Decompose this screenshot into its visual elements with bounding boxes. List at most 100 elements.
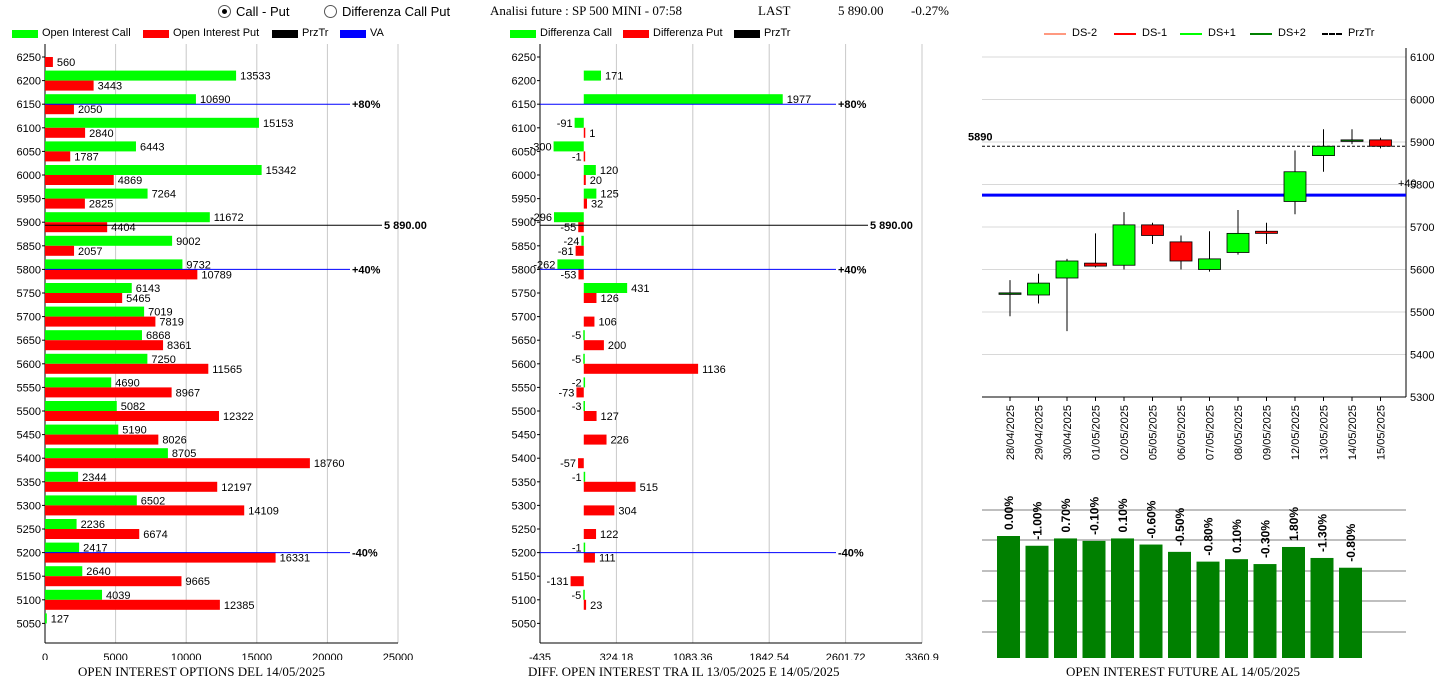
call-value-label: 2344 xyxy=(82,472,106,484)
legend-swatch xyxy=(734,30,760,38)
y-tick-label: 5500 xyxy=(1410,307,1434,319)
percent-label: -0.10% xyxy=(1088,497,1102,535)
strike-label: 5550 xyxy=(512,382,536,394)
call-value-label: 6868 xyxy=(146,330,170,342)
candle-body xyxy=(1141,224,1164,236)
call-value-label: 7264 xyxy=(152,189,176,201)
call-value-label: -300 xyxy=(530,141,552,153)
candle-body xyxy=(1369,139,1392,147)
radio-diff-label: Differenza Call Put xyxy=(342,4,451,19)
put-value-label: -53 xyxy=(561,269,577,281)
call-bar xyxy=(583,330,585,341)
put-bar xyxy=(45,316,156,327)
call-bar xyxy=(583,589,585,600)
call-bar xyxy=(45,283,132,293)
percent-label: -0.60% xyxy=(1145,500,1159,538)
put-bar xyxy=(45,245,75,256)
percent-label: 1.80% xyxy=(1287,507,1301,541)
strike-label: 6050 xyxy=(17,146,41,158)
put-value-label: 9665 xyxy=(185,576,209,588)
put-bar xyxy=(45,599,220,610)
call-value-label: 6143 xyxy=(136,283,160,295)
percent-bar xyxy=(1111,538,1134,658)
chart-diff-open-interest: -435 324.18 1083.36 1842.54 2601.72 3360.9 625… xyxy=(512,44,939,660)
put-value-label: 12385 xyxy=(224,600,255,612)
call-bar xyxy=(45,471,79,482)
put-value-label: -131 xyxy=(547,576,569,588)
put-bar xyxy=(45,198,85,209)
put-value-label: 16331 xyxy=(280,553,311,565)
x-tick-label: 20000 xyxy=(312,652,343,660)
percent-bar xyxy=(1225,559,1248,658)
call-bar xyxy=(45,141,136,152)
legend-label: PrzTr xyxy=(302,27,329,39)
call-value-label: 171 xyxy=(605,71,623,83)
strike-label: 6200 xyxy=(17,76,41,88)
legend-swatch xyxy=(1044,33,1066,35)
strike-label: 6200 xyxy=(512,76,536,88)
strike-label: 5450 xyxy=(512,430,536,442)
strike-label: 5650 xyxy=(17,335,41,347)
y-tick-label: 5700 xyxy=(1410,222,1434,234)
strike-label: 5600 xyxy=(512,359,536,371)
strike-label: 5050 xyxy=(17,618,41,630)
put-bar xyxy=(45,340,164,351)
x-tick-label: 28/04/2025 xyxy=(1005,405,1017,460)
strike-label: 5300 xyxy=(512,500,536,512)
call-bar xyxy=(583,471,586,482)
strike-label: 5500 xyxy=(17,406,41,418)
put-value-label: 1787 xyxy=(74,151,98,163)
strike-label: 5100 xyxy=(17,595,41,607)
put-bar xyxy=(583,198,587,209)
call-bar xyxy=(45,117,259,128)
put-value-label: 304 xyxy=(618,505,636,517)
put-bar xyxy=(45,151,71,162)
top-bar: Call - Put Differenza Call Put Analisi f… xyxy=(0,0,1444,24)
put-bar xyxy=(583,434,607,445)
call-bar xyxy=(45,212,210,223)
legend-label: Open Interest Call xyxy=(42,27,131,39)
call-value-label: 125 xyxy=(600,189,618,201)
call-value-label: 120 xyxy=(600,165,618,177)
call-bar xyxy=(45,424,119,435)
strike-label: 6000 xyxy=(512,170,536,182)
caption-mid: DIFF. OPEN INTEREST TRA IL 13/05/2025 E … xyxy=(528,664,840,679)
put-bar xyxy=(45,127,86,138)
y-tick-label: 5300 xyxy=(1410,392,1434,404)
call-value-label: 4690 xyxy=(115,377,139,389)
legend-label: DS-2 xyxy=(1072,27,1098,39)
call-value-label: 1977 xyxy=(787,94,811,106)
put-value-label: -57 xyxy=(560,458,576,470)
percent-bar xyxy=(1082,540,1106,658)
call-value-label: 127 xyxy=(51,613,69,625)
call-value-label: 2640 xyxy=(86,566,110,578)
x-tick-label: 02/05/2025 xyxy=(1119,405,1131,460)
put-value-label: 2050 xyxy=(78,104,102,116)
put-value-label: 8026 xyxy=(162,435,186,447)
radio-diff[interactable] xyxy=(324,5,337,18)
percent-label: -0.50% xyxy=(1173,508,1187,546)
candle-body xyxy=(998,292,1022,295)
percent-bar xyxy=(1282,546,1305,658)
call-bar xyxy=(583,283,628,293)
legend-label: Open Interest Put xyxy=(173,27,260,39)
legend-swatch xyxy=(623,30,649,38)
call-bar xyxy=(45,566,83,577)
legend-swatch xyxy=(1114,33,1136,35)
x-tick-label: 01/05/2025 xyxy=(1091,405,1103,460)
candle-body xyxy=(1283,171,1307,202)
strike-label: 5350 xyxy=(17,477,41,489)
put-bar xyxy=(583,552,595,563)
put-bar xyxy=(45,387,172,398)
put-bar xyxy=(583,127,586,138)
x-tick-label: 05/05/2025 xyxy=(1148,405,1160,460)
legend-label: PrzTr xyxy=(1348,27,1375,39)
y-tick-label: 6000 xyxy=(1410,95,1434,107)
call-bar xyxy=(45,353,148,364)
strike-label: 5450 xyxy=(17,430,41,442)
last-label: LAST xyxy=(758,3,791,18)
candle-body xyxy=(1084,262,1107,267)
candle-body xyxy=(1255,230,1278,234)
radio-call-put[interactable] xyxy=(218,5,231,18)
legend-label: VA xyxy=(370,27,384,39)
